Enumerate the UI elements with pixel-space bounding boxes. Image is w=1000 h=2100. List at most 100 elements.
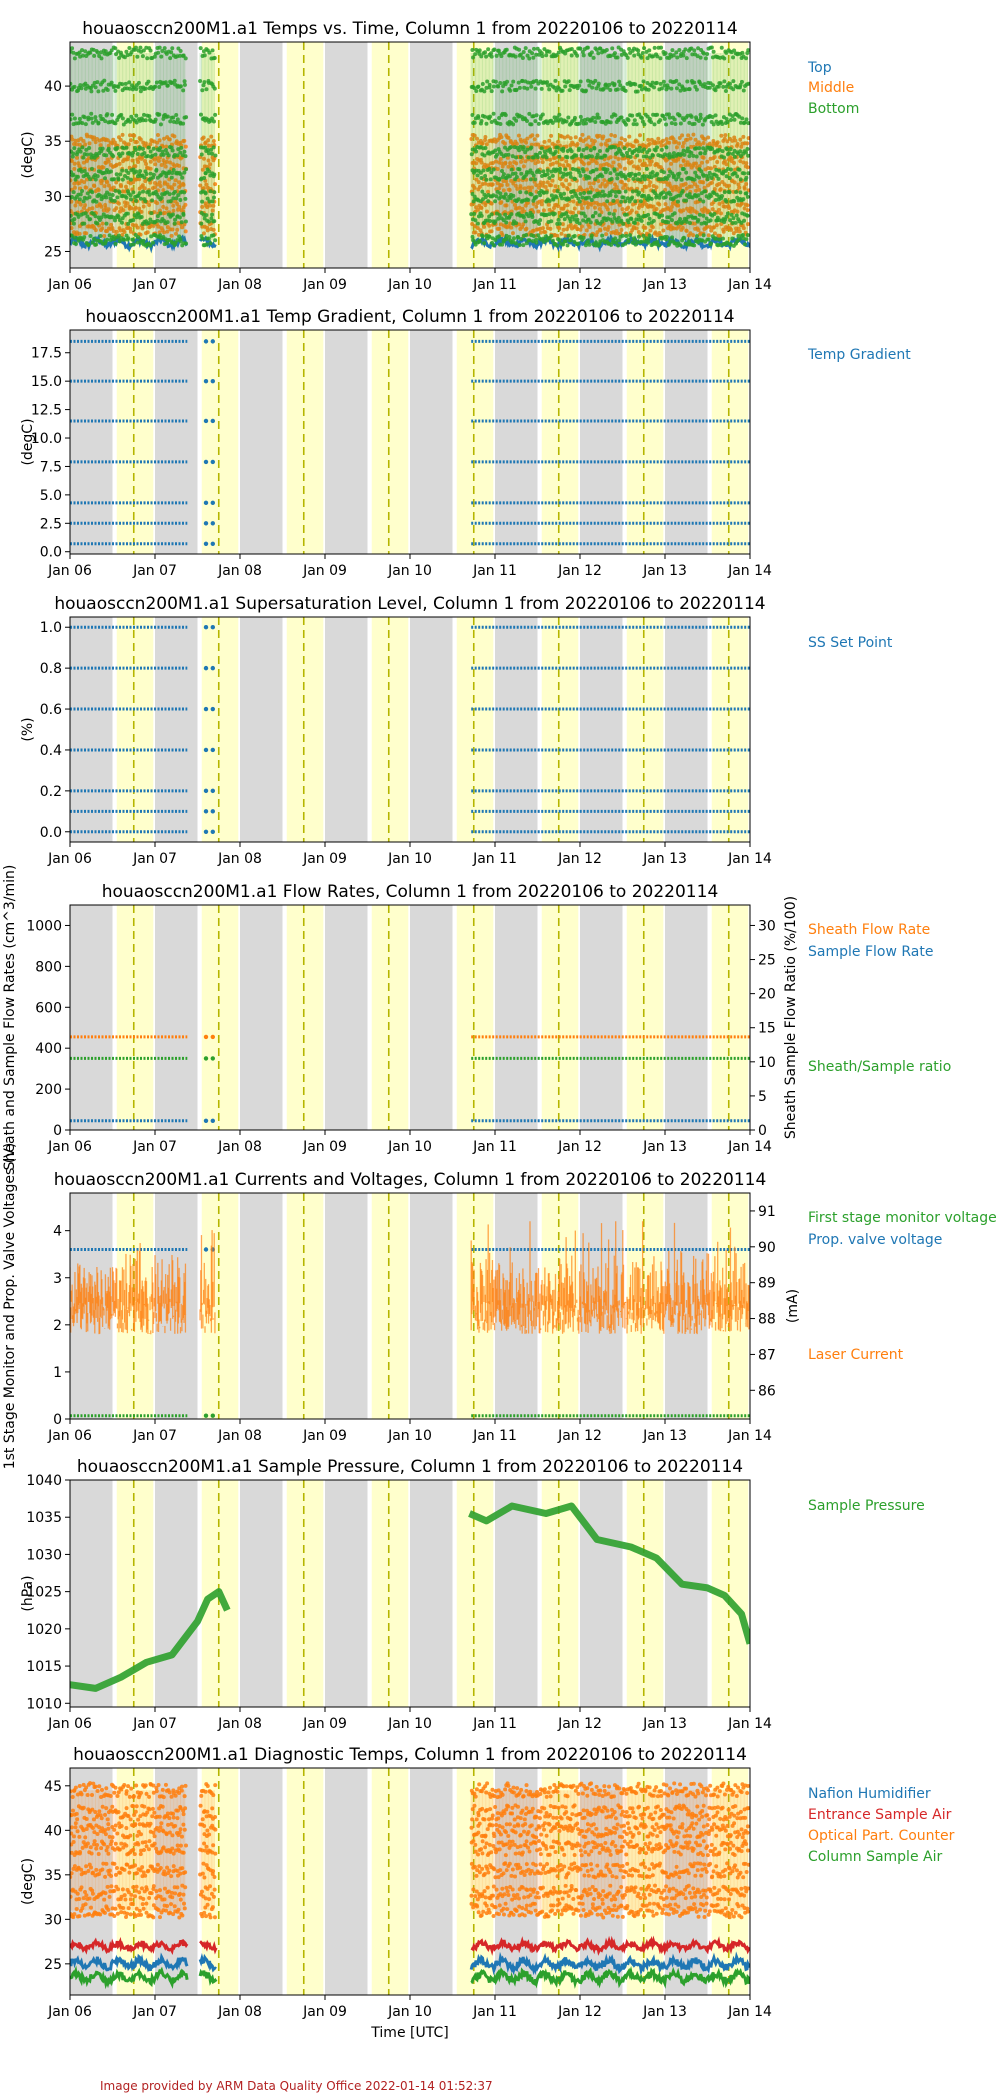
day-band: [286, 905, 324, 1130]
data-point: [628, 154, 633, 159]
night-band: [155, 905, 198, 1130]
data-point: [661, 190, 666, 195]
x-tick-label: Jan 09: [302, 851, 347, 867]
day-band: [286, 330, 324, 554]
data-point: [112, 198, 117, 203]
data-point: [130, 222, 135, 227]
data-point: [648, 228, 653, 233]
data-point: [627, 134, 632, 139]
data-point: [519, 171, 524, 176]
data-point: [210, 339, 215, 344]
data-point: [556, 204, 561, 209]
data-point: [684, 228, 689, 233]
data-point: [594, 240, 599, 245]
data-point: [580, 132, 585, 137]
data-point: [521, 222, 526, 227]
data-point: [567, 182, 572, 187]
data-point: [200, 88, 205, 93]
data-point: [719, 133, 724, 138]
data-point: [118, 172, 123, 177]
night-band: [410, 42, 453, 268]
data-point: [587, 225, 592, 230]
data-point: [732, 160, 737, 165]
day-band: [116, 905, 154, 1130]
data-point: [104, 153, 109, 158]
day-band: [371, 42, 409, 268]
y-axis-label: (degC): [20, 418, 36, 465]
data-point: [113, 241, 118, 246]
data-point: [141, 204, 146, 209]
y2-tick-label: 10: [758, 1055, 776, 1071]
data-point: [89, 166, 94, 171]
data-point: [157, 45, 162, 50]
data-point: [670, 48, 675, 53]
data-point: [84, 231, 89, 236]
data-point: [649, 159, 654, 164]
night-band: [665, 617, 708, 842]
data-point: [543, 184, 548, 189]
data-point: [523, 46, 528, 51]
data-point: [170, 227, 175, 232]
data-point: [513, 155, 518, 160]
data-point: [78, 202, 83, 207]
data-point: [729, 227, 734, 232]
day-band: [456, 617, 494, 842]
data-point: [637, 166, 642, 171]
legend-entry: Top: [807, 60, 832, 76]
y-tick-label: 15.0: [31, 374, 62, 390]
data-point: [489, 212, 494, 217]
data-point: [128, 229, 133, 234]
data-point: [474, 161, 479, 166]
data-point: [203, 418, 209, 424]
data-point: [164, 206, 169, 211]
data-point: [122, 229, 127, 234]
data-point: [210, 1034, 215, 1040]
data-point: [694, 210, 699, 215]
data-point: [182, 190, 187, 195]
data-point: [692, 80, 697, 85]
data-point: [550, 161, 555, 166]
data-point: [636, 230, 641, 235]
data-point: [77, 231, 82, 236]
data-point: [487, 223, 492, 228]
data-point: [583, 214, 588, 219]
data-point: [572, 206, 577, 211]
data-point: [78, 149, 83, 154]
data-point: [475, 207, 480, 212]
data-point: [721, 229, 726, 234]
panel-2: houaosccn200M1.a1 Supersaturation Level,…: [20, 594, 893, 867]
data-point: [140, 226, 145, 231]
data-point: [525, 86, 530, 91]
y-tick-label: 25: [44, 244, 62, 260]
data-point: [733, 138, 738, 143]
data-point: [94, 242, 99, 247]
day-band: [371, 330, 409, 554]
y-tick-label: 12.5: [31, 403, 62, 419]
y2-tick-label: 30: [758, 918, 776, 934]
data-point: [121, 208, 126, 213]
data-point: [203, 706, 209, 712]
y-tick-label: 2.5: [40, 516, 62, 532]
data-point: [731, 231, 736, 236]
night-band: [325, 42, 368, 268]
data-point: [200, 204, 205, 209]
data-point: [491, 243, 496, 248]
data-point: [600, 233, 605, 238]
data-point: [676, 203, 681, 208]
data-point: [654, 207, 659, 212]
data-point: [130, 187, 135, 192]
data-point: [549, 219, 554, 224]
night-band: [325, 617, 368, 842]
data-point: [138, 169, 143, 174]
day-band: [711, 905, 749, 1130]
data-point: [135, 225, 140, 230]
data-point: [210, 418, 215, 424]
data-point: [567, 88, 572, 93]
day-band: [371, 1193, 409, 1419]
data-point: [560, 88, 565, 93]
data-point: [725, 147, 730, 152]
data-point: [652, 45, 657, 50]
data-point: [536, 209, 541, 214]
data-point: [741, 226, 746, 231]
data-point: [499, 200, 504, 205]
